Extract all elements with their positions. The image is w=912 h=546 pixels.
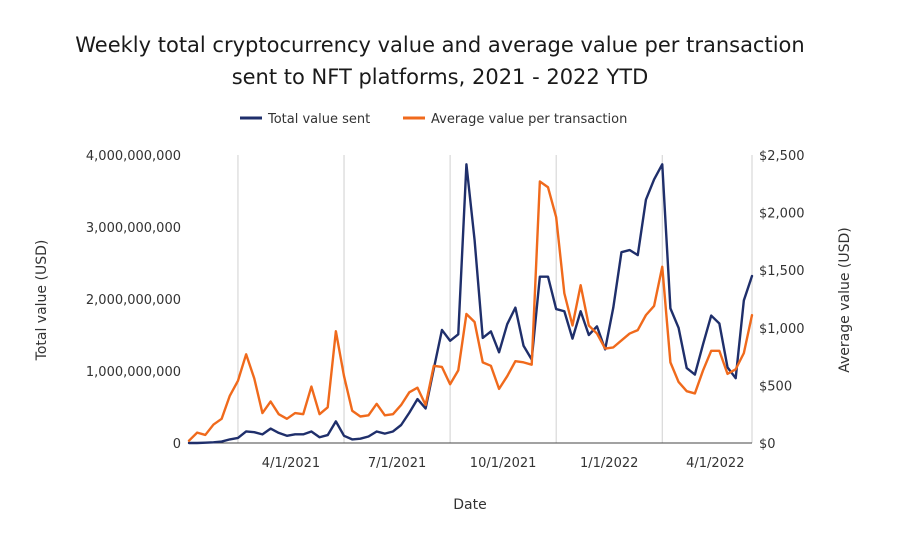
y-right-tick-label: $0 [759,437,776,452]
x-tick-label: 4/1/2022 [686,456,744,471]
y-right-tick-label: $1,500 [759,264,805,279]
y-right-tick-label: $2,500 [759,149,805,164]
y-axis-right-title: Average value (USD) [837,227,853,372]
y-left-tick-label: 3,000,000,000 [86,221,181,236]
series-line-average-value-per-transaction [187,180,754,442]
y-axis-left-title: Total value (USD) [34,240,50,362]
y-right-tick-label: $500 [759,379,792,394]
series-layer [187,163,754,445]
x-tick-label: 4/1/2021 [262,456,320,471]
legend-label-average-value: Average value per transaction [431,112,627,127]
y-left-tick-label: 0 [173,437,181,452]
y-left-tick-label: 1,000,000,000 [86,365,181,380]
legend-label-total-value: Total value sent [267,112,370,127]
x-tick-label: 10/1/2021 [470,456,537,471]
y-left-tick-label: 2,000,000,000 [86,293,181,308]
chart-title-line-1: Weekly total cryptocurrency value and av… [75,33,804,57]
y-right-tick-label: $2,000 [759,207,805,222]
x-tick-label: 7/1/2021 [368,456,426,471]
y-right-tick-label: $1,000 [759,322,805,337]
chart-title-line-2: sent to NFT platforms, 2021 - 2022 YTD [232,65,649,89]
y-left-tick-label: 4,000,000,000 [86,149,181,164]
x-axis-title: Date [453,497,486,513]
axes-layer: 4/1/2021 7/1/2021 10/1/2021 1/1/2022 4/1/202… [86,149,805,471]
grid-layer [237,155,753,443]
x-tick-label: 1/1/2022 [580,456,638,471]
series-line-total-value-sent [187,163,754,445]
legend: Total value sent Average value per trans… [240,112,627,127]
